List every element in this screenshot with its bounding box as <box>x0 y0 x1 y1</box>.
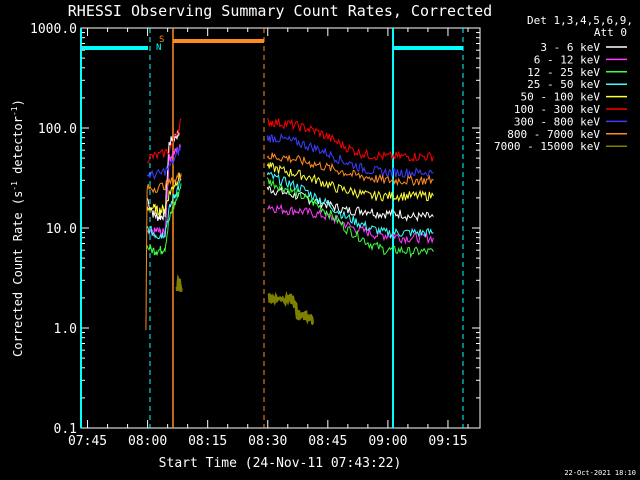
x-tick-label: 07:45 <box>68 434 107 449</box>
series-3-6-kev <box>146 130 434 223</box>
series-line <box>145 172 182 331</box>
series-800-7000-kev <box>145 152 434 331</box>
legend-item-label: 7000 - 15000 keV <box>494 140 600 153</box>
y-tick-label: 10.0 <box>46 222 77 237</box>
plot-frame <box>80 27 481 429</box>
legend-item-label: 12 - 25 keV <box>527 66 600 79</box>
series-12-25-kev <box>146 177 434 259</box>
series-line <box>266 152 434 187</box>
series-line <box>146 183 182 257</box>
x-tick-label: 08:15 <box>188 434 227 449</box>
legend-header-line: Att 0 <box>594 26 627 39</box>
series-layer <box>145 117 434 331</box>
series-100-300-kev <box>146 117 434 164</box>
n-marker-label: N <box>156 43 161 53</box>
footer-date: 22-Oct-2021 18:10 <box>564 469 636 477</box>
series-50-100-kev <box>146 162 434 217</box>
x-tick-label: 09:00 <box>368 434 407 449</box>
y-tick-label: 0.1 <box>54 422 77 437</box>
legend-item-label: 3 - 6 keV <box>540 41 600 54</box>
x-tick-label: 08:45 <box>308 434 347 449</box>
series-line <box>266 171 434 240</box>
y-axis: 0.1 1.0 10.0 100.0 1000.0 <box>30 22 480 437</box>
series-line <box>146 118 182 164</box>
y-axis-label: Corrected Count Rate (s-1 detector-1) <box>10 99 25 357</box>
series-line <box>266 185 434 223</box>
series-7000-15000-kev <box>175 274 315 326</box>
series-line <box>267 203 434 245</box>
flag-markers: S N <box>80 28 464 428</box>
legend-item-label: 800 - 7000 keV <box>507 128 600 141</box>
series-line <box>175 274 183 292</box>
series-line <box>146 146 182 181</box>
legend-item-label: 100 - 300 keV <box>514 103 600 116</box>
y-tick-label: 100.0 <box>38 122 77 137</box>
y-axis-label-part: detector <box>11 116 25 181</box>
series-line <box>266 162 434 203</box>
legend-item-label: 25 - 50 keV <box>527 78 600 91</box>
series-line <box>146 130 180 221</box>
chart-title: RHESSI Observing Summary Count Rates, Co… <box>68 2 492 20</box>
y-axis-label-sup: -1 <box>10 106 19 116</box>
series-line <box>266 117 434 162</box>
series-line <box>266 132 434 179</box>
legend-item-label: 50 - 100 keV <box>521 91 601 104</box>
series-300-800-kev <box>146 132 434 181</box>
x-tick-label: 09:15 <box>428 434 467 449</box>
y-tick-label: 1000.0 <box>30 22 77 37</box>
series-line <box>266 177 434 259</box>
series-25-50-kev <box>146 171 434 240</box>
legend-item-label: 6 - 12 keV <box>534 53 601 66</box>
y-tick-label: 1.0 <box>54 322 77 337</box>
x-tick-label: 08:30 <box>248 434 287 449</box>
y-axis-label-part: ) <box>11 99 25 106</box>
x-axis: 07:45 08:00 08:15 08:30 08:45 09:00 09:15 <box>68 28 469 449</box>
x-tick-label: 08:00 <box>128 434 167 449</box>
series-line <box>146 176 182 240</box>
legend-item-label: 300 - 800 keV <box>514 115 600 128</box>
y-axis-label-part: Corrected Count Rate (s <box>11 191 25 357</box>
series-line <box>146 172 182 217</box>
series-line <box>267 290 315 326</box>
x-axis-label: Start Time (24-Nov-11 07:43:22) <box>159 456 402 471</box>
s-marker-label: S <box>159 35 164 45</box>
legend-header-line: Det 1,3,4,5,6,9, <box>527 14 633 27</box>
y-axis-label-sup: -1 <box>10 181 19 191</box>
